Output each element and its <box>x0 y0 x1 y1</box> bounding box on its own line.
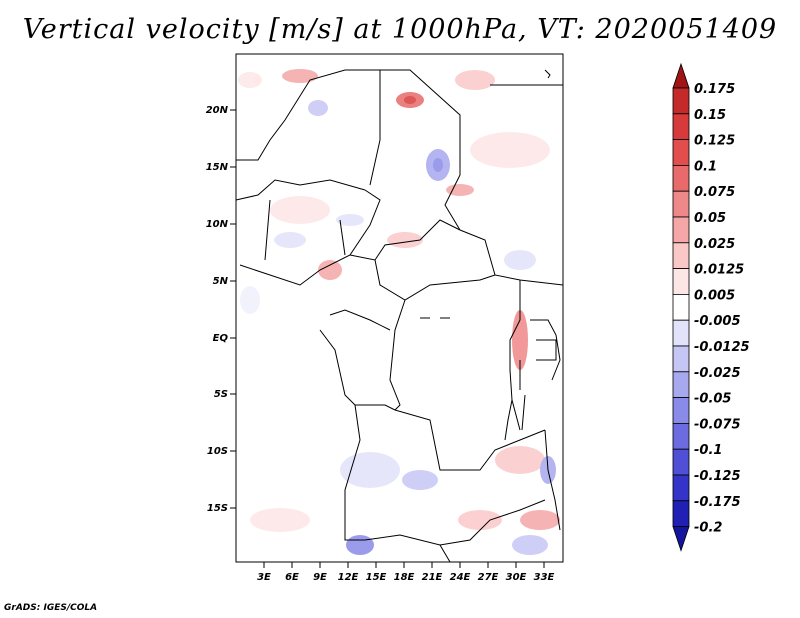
colorbar-label: -0.125 <box>694 469 741 484</box>
colorbar-label: 0.075 <box>694 185 735 200</box>
lon-tick-label: 6E <box>285 572 299 583</box>
lon-tick-label: 33E <box>534 572 555 583</box>
colorbar-label: -0.0125 <box>694 340 750 355</box>
colorbar-label: 0.1 <box>694 159 717 174</box>
colorbar: 0.175 0.15 0.125 0.1 0.075 0.05 0.025 0.0125 0.0… <box>672 62 750 552</box>
colorbar-segment <box>672 242 690 270</box>
colorbar-segment <box>672 216 690 244</box>
colorbar-label: -0.1 <box>694 443 722 458</box>
lon-tick-label: 9E <box>313 572 327 583</box>
lon-tick-label: 27E <box>478 572 499 583</box>
lon-tick-label: 30E <box>506 572 527 583</box>
lat-tick-label: EQ <box>213 333 229 344</box>
colorbar-segment <box>672 87 690 115</box>
lon-tick-label: 21E <box>422 572 443 583</box>
colorbar-segment <box>672 422 690 450</box>
colorbar-label: 0.0125 <box>694 263 744 278</box>
lat-tick-label: 5N <box>213 276 229 287</box>
colorbar-segment <box>672 319 690 347</box>
colorbar-segment <box>672 345 690 373</box>
colorbar-label: -0.175 <box>694 495 741 510</box>
lat-tick-label: 10N <box>206 219 229 230</box>
colorbar-bottom-arrow <box>672 526 690 552</box>
colorbar-segment <box>672 448 690 476</box>
lon-axis: 3E 6E 9E 12E 15E 18E 21E 24E 27E 30E 33E <box>257 562 555 583</box>
colorbar-segment <box>672 371 690 398</box>
lon-tick-label: 12E <box>338 572 359 583</box>
country-borders <box>235 69 564 563</box>
lon-tick-label: 3E <box>257 572 271 583</box>
velocity-field <box>238 69 560 555</box>
colorbar-segment <box>672 397 690 424</box>
colorbar-segment <box>672 474 690 502</box>
colorbar-segment <box>672 164 690 192</box>
grads-credit: GrADS: IGES/COLA <box>4 603 98 613</box>
colorbar-segment <box>672 268 690 295</box>
lat-tick-label: 10S <box>207 446 228 457</box>
colorbar-label: 0.005 <box>694 288 735 303</box>
colorbar-label: 0.15 <box>694 108 726 123</box>
colorbar-label: 0.05 <box>694 211 726 226</box>
lon-tick-label: 18E <box>394 572 415 583</box>
lat-tick-label: 15S <box>207 503 228 514</box>
colorbar-segment <box>672 500 690 527</box>
colorbar-label: -0.2 <box>694 521 722 536</box>
colorbar-label: -0.025 <box>694 366 741 381</box>
colorbar-label: 0.175 <box>694 82 735 97</box>
lon-tick-label: 24E <box>450 572 471 583</box>
colorbar-segment <box>672 190 690 218</box>
map-title: Vertical velocity [m/s] at 1000hPa, VT: … <box>22 14 778 45</box>
lat-axis: 20N 15N 10N 5N EQ 5S 10S 15S <box>206 105 236 514</box>
lon-tick-label: 15E <box>366 572 387 583</box>
colorbar-segment <box>672 113 690 141</box>
colorbar-label: 0.025 <box>694 237 735 252</box>
colorbar-segment <box>672 293 690 321</box>
lat-tick-label: 20N <box>206 105 229 116</box>
colorbar-label: 0.125 <box>694 134 735 149</box>
colorbar-label: -0.05 <box>694 392 731 407</box>
lat-tick-label: 15N <box>206 162 229 173</box>
lat-tick-label: 5S <box>214 389 228 400</box>
colorbar-top-arrow <box>672 62 690 89</box>
colorbar-label: -0.075 <box>694 417 741 432</box>
map-panel: 20N 15N 10N 5N EQ 5S 10S 15S 3E 6E 9E 12… <box>206 53 564 583</box>
colorbar-label: -0.005 <box>694 314 741 329</box>
colorbar-segment <box>672 139 690 166</box>
